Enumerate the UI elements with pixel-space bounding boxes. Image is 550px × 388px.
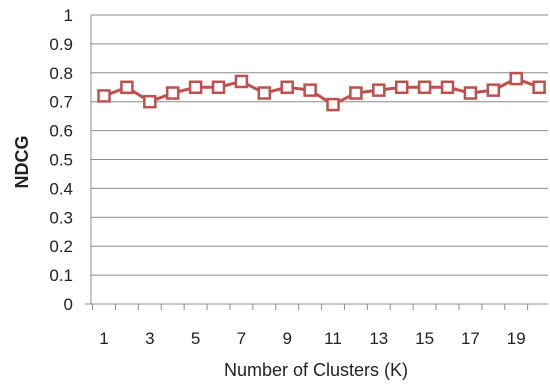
x-tick-label: 3 [145,329,154,348]
data-point-marker [532,80,546,94]
y-tick-label: 0.6 [49,122,73,141]
data-point-marker [120,80,134,94]
x-tick-labels: 1 3 5 7 9 11 13 15 17 19 [99,329,525,348]
data-point-marker [211,80,226,94]
data-point-marker [372,83,386,97]
y-tick-label: 1 [64,6,73,25]
data-point-marker [188,80,203,94]
x-tick-label: 13 [369,329,388,348]
y-tick-label: 0.7 [49,93,73,112]
y-tick-label: 0 [64,295,73,314]
data-point-marker [394,80,409,94]
x-tick-label: 9 [282,329,291,348]
y-tick-labels: 0 0.1 0.2 0.3 0.4 0.5 0.6 0.7 0.8 0.9 1 [49,6,73,314]
x-tick-label: 7 [237,329,246,348]
gridlines [91,14,548,276]
y-tick-label: 0.9 [49,35,73,54]
data-point-marker [463,86,478,100]
y-axis-title: NDCG [12,136,32,189]
data-point-marker [257,86,272,100]
series-group [97,71,546,112]
x-axis-title: Number of Clusters (K) [224,360,408,380]
data-point-marker [143,94,157,109]
x-tick-label: 17 [461,329,480,348]
data-point-marker [234,74,249,89]
y-tick-label: 0.1 [49,266,73,285]
x-tick-label: 11 [324,329,342,348]
data-point-marker [326,97,340,112]
y-tick-label: 0.3 [49,208,73,227]
data-point-marker [280,80,294,94]
data-point-marker [303,83,317,97]
x-tick-label: 1 [99,329,108,348]
data-point-marker [417,80,432,94]
data-point-marker [349,86,363,100]
y-tick-label: 0.8 [49,64,73,83]
x-tick-label: 15 [415,329,434,348]
data-point-marker [165,86,180,100]
data-point-marker [509,71,523,86]
x-tick-label: 5 [191,329,200,348]
data-point-marker [440,80,455,94]
x-tick-label: 19 [507,329,526,348]
data-point-marker [97,89,111,103]
axes [85,15,548,310]
y-tick-label: 0.4 [49,179,73,198]
data-point-marker [486,83,501,97]
y-tick-label: 0.2 [49,237,73,256]
y-tick-label: 0.5 [49,151,73,170]
